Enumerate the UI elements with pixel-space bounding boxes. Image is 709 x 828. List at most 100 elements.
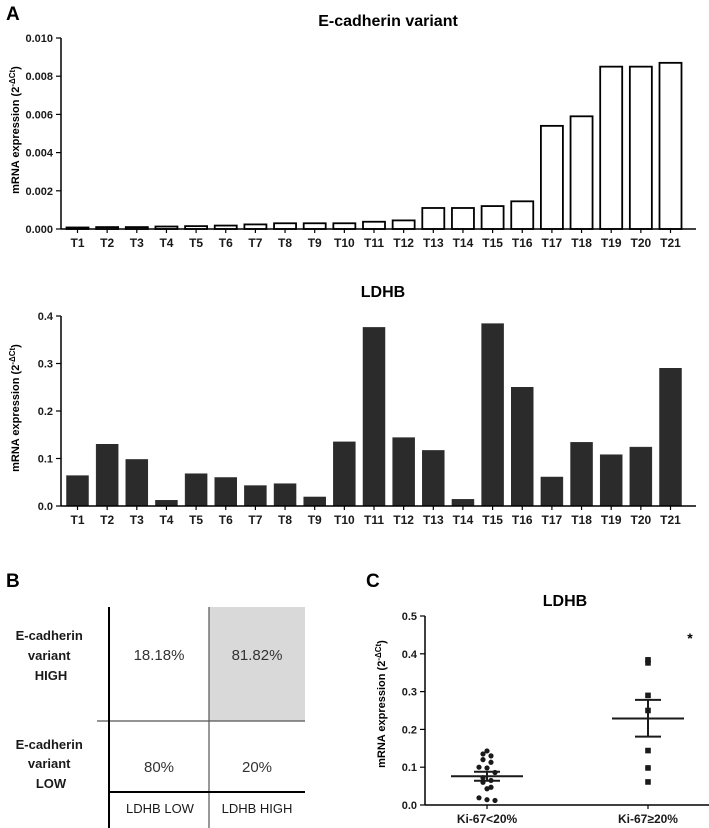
ldhb-chart-title: LDHB bbox=[361, 284, 405, 301]
ecad-bar bbox=[421, 207, 446, 230]
ki67-point bbox=[645, 765, 651, 771]
ldhb-bar bbox=[333, 441, 356, 507]
ldhb-bar bbox=[511, 387, 534, 507]
ldhb-bar bbox=[629, 446, 653, 507]
ecad-y-tick-label: 0.010 bbox=[25, 33, 53, 45]
cell-high-ldhb-low: 18.18% bbox=[134, 647, 185, 664]
ecad-x-tick-label: T19 bbox=[601, 236, 622, 250]
ecad-x-tick-label: T20 bbox=[631, 236, 652, 250]
ki67-point bbox=[476, 764, 482, 770]
ldhb-y-tick-label: 0.4 bbox=[38, 311, 54, 323]
ldhb-bar bbox=[659, 368, 682, 507]
panel-label-b: B bbox=[6, 571, 20, 592]
ldhb-x-tick-label: T11 bbox=[364, 513, 384, 527]
ecad-x-tick-label: T18 bbox=[571, 236, 592, 250]
ecad-x-tick-label: T1 bbox=[70, 236, 84, 250]
ki67-y-tick-label: 0.5 bbox=[402, 611, 417, 623]
ldhb-x-tick-label: T18 bbox=[571, 513, 592, 527]
ki67-points bbox=[476, 657, 651, 804]
ldhb-x-tick-label: T1 bbox=[70, 513, 84, 527]
ecad-x-tick-label: T9 bbox=[308, 236, 322, 250]
ki67-point bbox=[488, 759, 494, 765]
ecad-x-tick-label: T21 bbox=[660, 236, 681, 250]
ldhb-bar bbox=[214, 477, 237, 507]
ki67-point bbox=[484, 786, 490, 792]
ki67-y-tick-label: 0.0 bbox=[402, 800, 417, 812]
ki67-chart-title: LDHB bbox=[543, 593, 587, 610]
ki67-y-tick-label: 0.2 bbox=[402, 724, 417, 736]
ecad-x-tick-label: T14 bbox=[453, 236, 474, 250]
ldhb-x-ticks: T1 T2 T3 T4 T5 T6 T7 T8 T9 T10 T11 T12 T13 T14 T15 T16 T… bbox=[70, 506, 681, 527]
ki67-y-tick-label: 0.4 bbox=[402, 649, 418, 661]
ecad-y-tick-label: 0.006 bbox=[25, 109, 53, 121]
ki67-y-ticks: 0.0 0.1 0.2 0.3 0.4 0.5 bbox=[402, 611, 425, 812]
ecad-x-tick-label: T3 bbox=[130, 236, 144, 250]
ldhb-bar bbox=[392, 437, 415, 507]
ecad-x-tick-label: T6 bbox=[219, 236, 233, 250]
ecad-bar bbox=[362, 220, 386, 230]
ldhb-y-tick-label: 0.2 bbox=[38, 406, 53, 418]
ldhb-x-tick-label: T12 bbox=[393, 513, 414, 527]
ki67-point bbox=[484, 748, 490, 754]
ecad-x-tick-label: T17 bbox=[542, 236, 563, 250]
ki67-point bbox=[645, 660, 651, 666]
ldhb-x-tick-label: T9 bbox=[308, 513, 322, 527]
ecad-x-tick-label: T10 bbox=[334, 236, 355, 250]
ki67-point bbox=[645, 779, 651, 785]
contingency-table: E-cadherin variant HIGH E-cadherin varia… bbox=[16, 607, 305, 828]
ki67-error-bars bbox=[451, 698, 684, 782]
cell-low-ldhb-high: 20% bbox=[242, 759, 272, 776]
ecad-x-tick-label: T12 bbox=[393, 236, 414, 250]
ldhb-x-tick-label: T8 bbox=[278, 513, 292, 527]
row-label-high: E-cadherin variant HIGH bbox=[16, 628, 87, 683]
ecad-bar bbox=[273, 222, 297, 230]
ecad-x-tick-label: T16 bbox=[512, 236, 533, 250]
ki67-chart: LDHB mRNA expression (2-ΔCt) 0.00.10.20.… bbox=[374, 593, 709, 826]
ecad-y-axis-label: mRNA expression (2-ΔCt) bbox=[8, 66, 22, 194]
cell-low-ldhb-low: 80% bbox=[144, 759, 174, 776]
ldhb-bar bbox=[184, 473, 208, 507]
ecad-x-tick-label: T7 bbox=[248, 236, 262, 250]
ki67-point bbox=[645, 692, 651, 699]
ki67-point bbox=[484, 765, 490, 771]
ecad-bar bbox=[451, 207, 475, 230]
ki67-point bbox=[645, 657, 651, 663]
ldhb-x-tick-label: T16 bbox=[512, 513, 533, 527]
ki67-x-tick-label: Ki-67≥20% bbox=[618, 812, 678, 826]
ldhb-bar bbox=[66, 475, 89, 507]
ecad-x-tick-label: T15 bbox=[482, 236, 503, 250]
col-label-ldhb-low: LDHB LOW bbox=[126, 801, 195, 816]
ldhb-x-tick-label: T17 bbox=[542, 513, 563, 527]
ecad-x-ticks: T1 T2 T3 T4 T5 T6 T7 T8 T9 T10 T11 T12 T13 T14 T15 T16 T… bbox=[70, 229, 681, 250]
ecad-chart-title: E-cadherin variant bbox=[318, 13, 458, 30]
ecad-chart: E-cadherin variant mRNA expression (2-ΔC… bbox=[8, 13, 696, 250]
ldhb-bar bbox=[599, 454, 623, 507]
panel-label-c: C bbox=[366, 571, 380, 592]
highlight-cell bbox=[209, 607, 305, 721]
ecad-bar bbox=[569, 115, 594, 230]
ldhb-x-tick-label: T15 bbox=[482, 513, 503, 527]
ldhb-x-tick-label: T7 bbox=[248, 513, 262, 527]
ecad-x-tick-label: T2 bbox=[100, 236, 114, 250]
col-label-ldhb-high: LDHB HIGH bbox=[222, 801, 293, 816]
ldhb-bar bbox=[125, 459, 149, 507]
ki67-x-tick-label: Ki-67<20% bbox=[457, 812, 518, 826]
ecad-x-tick-label: T11 bbox=[364, 236, 384, 250]
ecad-bar bbox=[658, 61, 683, 230]
ldhb-y-ticks: 0.0 0.1 0.2 0.3 0.4 bbox=[38, 311, 61, 513]
ki67-point bbox=[484, 797, 490, 803]
ldhb-bar bbox=[451, 499, 475, 507]
ldhb-x-tick-label: T21 bbox=[660, 513, 681, 527]
cell-high-ldhb-high: 81.82% bbox=[232, 647, 283, 664]
ldhb-bar bbox=[273, 483, 297, 507]
ldhb-x-tick-label: T4 bbox=[159, 513, 173, 527]
ecad-bars bbox=[65, 61, 683, 230]
ldhb-bar bbox=[244, 485, 267, 507]
ecad-y-tick-label: 0.002 bbox=[25, 186, 53, 198]
ki67-y-tick-label: 0.3 bbox=[402, 687, 417, 699]
ecad-y-ticks: 0.000 0.002 0.004 0.006 0.008 0.010 bbox=[25, 33, 61, 236]
ldhb-x-tick-label: T2 bbox=[100, 513, 114, 527]
ecad-y-tick-label: 0.004 bbox=[25, 148, 53, 160]
panel-label-a: A bbox=[6, 4, 20, 25]
ldhb-y-axis-label: mRNA expression (2-ΔCt) bbox=[8, 344, 22, 472]
